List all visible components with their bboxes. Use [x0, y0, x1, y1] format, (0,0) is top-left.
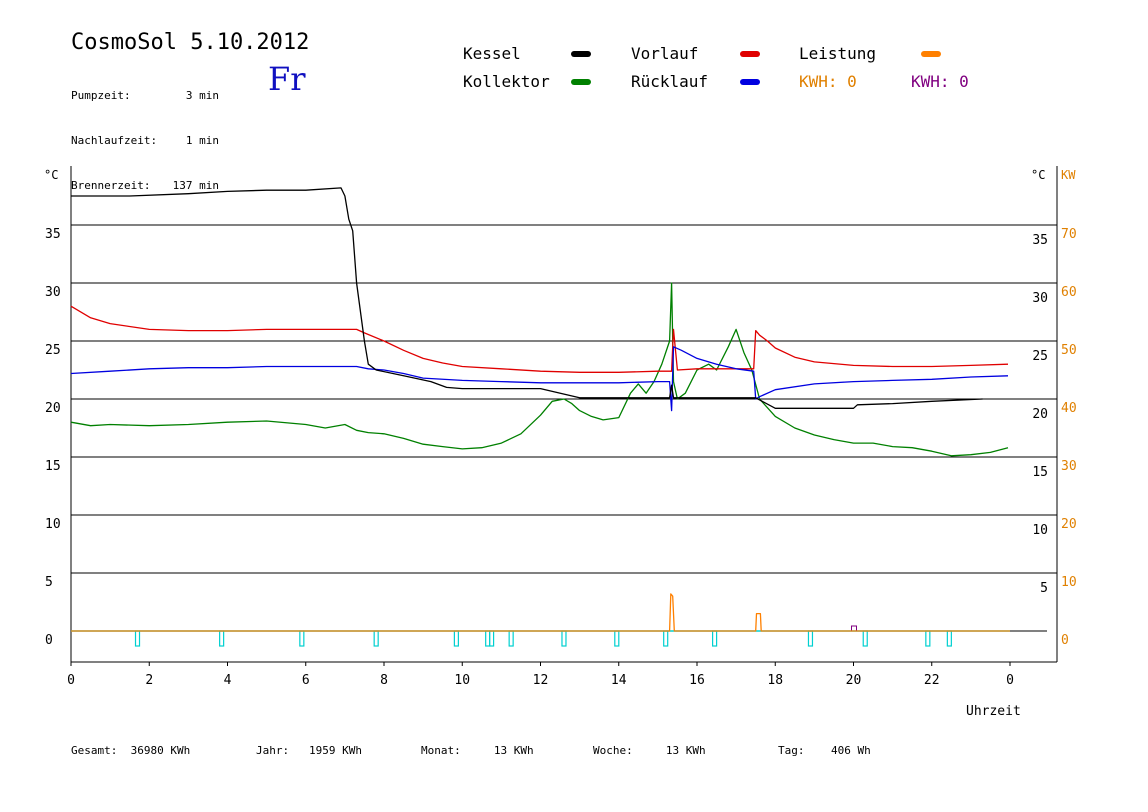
y-tick-label-right: 15	[1032, 465, 1048, 480]
pump-marker	[561, 630, 567, 647]
y-tick-label-right: 10	[1032, 523, 1048, 538]
x-tick-label: 14	[611, 673, 627, 688]
kw-tick-label: 40	[1061, 401, 1077, 416]
x-tick-label: 16	[689, 673, 705, 688]
series-line-kollektor	[70, 282, 1009, 457]
pump-marker	[373, 630, 379, 647]
legend-kollektor-swatch	[571, 79, 591, 85]
y-tick-label-left: 25	[45, 343, 61, 358]
footer-woche: Woche: 13 KWh	[593, 744, 706, 757]
x-tick-label: 4	[224, 673, 232, 688]
kwh-readout-leistung: KWH: 0	[799, 72, 857, 91]
y-tick-label-left: 35	[45, 227, 61, 242]
stat-value: 3 min	[185, 89, 219, 102]
stat-nachlaufzeit: Nachlaufzeit: 1 min	[71, 133, 219, 148]
stat-label: Brennerzeit:	[71, 179, 151, 192]
footer-tag: Tag: 406 Wh	[778, 744, 871, 757]
footer-gesamt: Gesamt: 36980 KWh	[71, 744, 191, 757]
legend-ruecklauf-swatch	[740, 79, 760, 85]
y-unit-kw: KW	[1061, 168, 1076, 182]
series-line-leistung	[71, 593, 1010, 632]
legend-leistung-label: Leistung	[799, 44, 877, 63]
x-tick-label: 20	[846, 673, 862, 688]
kw-tick-label: 70	[1061, 227, 1077, 242]
legend-kessel-swatch	[571, 51, 591, 57]
pump-marker	[946, 630, 952, 647]
legend-vorlauf-swatch	[740, 51, 760, 57]
pump-marker	[614, 630, 620, 647]
stat-brennerzeit: Brennerzeit: 137 min	[71, 178, 219, 193]
legend-ruecklauf-label: Rücklauf	[631, 72, 709, 91]
y-unit-right: °C	[1031, 168, 1045, 182]
pump-marker	[508, 630, 514, 647]
stat-value: 137 min	[172, 179, 219, 192]
pump-marker	[807, 630, 814, 647]
pump-marker	[712, 630, 718, 647]
stat-label: Pumpzeit:	[71, 89, 131, 102]
y-tick-label-left: 30	[45, 285, 61, 300]
kw-tick-label: 20	[1061, 517, 1077, 532]
kwh-readout-second: KWH: 0	[911, 72, 969, 91]
pump-marker	[453, 630, 459, 647]
legend-kollektor-label: Kollektor	[463, 72, 550, 91]
x-axis-label: Uhrzeit	[966, 704, 1021, 719]
stat-label: Nachlaufzeit:	[71, 134, 158, 147]
y-tick-label-right: 25	[1032, 349, 1048, 364]
y-tick-label-left: 15	[45, 459, 61, 474]
pump-marker	[862, 630, 868, 647]
stats-block: Pumpzeit: 3 min Nachlaufzeit: 1 min Bren…	[71, 58, 219, 208]
stat-pumpzeit: Pumpzeit: 3 min	[71, 88, 219, 103]
y-tick-label-right: 5	[1040, 581, 1048, 596]
footer-jahr: Jahr: 1959 KWh	[256, 744, 362, 757]
x-tick-label: 2	[145, 673, 153, 688]
legend-kessel-label: Kessel	[463, 44, 521, 63]
y-tick-label-right: 20	[1032, 407, 1048, 422]
y-tick-label-left: 20	[45, 401, 61, 416]
series-line-kessel	[71, 187, 983, 409]
chart-title: CosmoSol 5.10.2012	[71, 30, 310, 55]
kw-tick-label: 30	[1061, 459, 1077, 474]
kw-tick-label: 10	[1061, 575, 1077, 590]
y-tick-label-left: 5	[45, 575, 53, 590]
series-line-vorlauf	[70, 305, 1009, 373]
pump-marker	[299, 630, 305, 647]
x-tick-label: 10	[454, 673, 470, 688]
x-tick-label: 6	[302, 673, 310, 688]
series-line-ruecklauf	[70, 346, 1009, 412]
x-tick-label: 8	[380, 673, 388, 688]
kw-tick-label: 60	[1061, 285, 1077, 300]
kw-tick-label: 50	[1061, 343, 1077, 358]
pump-marker	[663, 630, 669, 647]
x-tick-label: 0	[67, 673, 75, 688]
kw-tick-label: 0	[1061, 633, 1069, 648]
stat-value: 1 min	[185, 134, 219, 147]
y-tick-label-left: 10	[45, 517, 61, 532]
pump-marker	[134, 630, 141, 647]
x-tick-label: 0	[1006, 673, 1014, 688]
pump-marker	[925, 630, 931, 647]
weekday-label: Fr	[268, 60, 306, 98]
y-tick-label-left: 0	[45, 633, 53, 648]
x-tick-label: 22	[924, 673, 940, 688]
legend-vorlauf-label: Vorlauf	[631, 44, 699, 63]
x-tick-label: 12	[533, 673, 549, 688]
y-tick-label-right: 35	[1032, 233, 1048, 248]
y-tick-label-right: 30	[1032, 291, 1048, 306]
x-tick-label: 18	[767, 673, 783, 688]
pump-marker	[219, 630, 225, 647]
y-unit-left: °C	[44, 168, 58, 182]
legend-leistung-swatch	[921, 51, 941, 57]
footer-monat: Monat: 13 KWh	[421, 744, 534, 757]
